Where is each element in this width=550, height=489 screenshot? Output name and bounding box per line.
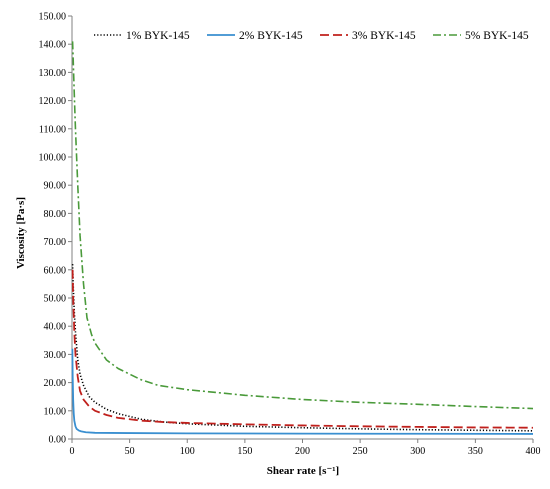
y-tick-label: 80.00: [44, 209, 67, 220]
y-tick-label: 0.00: [49, 435, 67, 446]
legend-label-2: 2% BYK-145: [239, 30, 303, 42]
y-tick-label: 120.00: [39, 96, 67, 107]
y-tick-label: 60.00: [44, 265, 67, 276]
x-tick-label: 150: [237, 446, 252, 457]
series-line-4: [71, 41, 534, 410]
x-tick-label: 50: [125, 446, 135, 457]
y-tick-label: 50.00: [44, 294, 67, 305]
tick-labels: 0.00 10.00 20.00 30.00 40.00 50.00 60.00 70.00 8…: [39, 12, 541, 458]
y-tick-label: 150.00: [39, 12, 67, 23]
series-line-3: [71, 269, 534, 429]
legend: 1% BYK-145 2% BYK-145 3% BYK-145 5% BYK-145: [94, 30, 529, 42]
x-tick-label: 0: [70, 446, 75, 457]
x-tick-label: 400: [526, 446, 541, 457]
y-tick-label: 40.00: [44, 322, 67, 333]
y-tick-label: 130.00: [39, 68, 67, 79]
y-tick-label: 10.00: [44, 406, 67, 417]
x-axis-title: Shear rate [s⁻¹]: [267, 465, 339, 477]
y-tick-label: 90.00: [44, 181, 67, 192]
y-axis-title: Viscosity [Pa·s]: [15, 197, 27, 269]
y-tick-label: 110.00: [39, 124, 66, 135]
x-tick-label: 100: [180, 446, 195, 457]
y-tick-label: 100.00: [39, 153, 67, 164]
x-tick-label: 200: [295, 446, 310, 457]
series-lines: [71, 41, 534, 435]
y-tick-label: 30.00: [44, 350, 67, 361]
legend-label-4: 5% BYK-145: [465, 30, 529, 42]
x-tick-label: 250: [353, 446, 368, 457]
legend-label-3: 3% BYK-145: [352, 30, 416, 42]
series-line-1: [71, 264, 534, 432]
axes: [71, 16, 533, 440]
y-tick-label: 140.00: [39, 40, 67, 51]
series-line-2: [71, 348, 534, 435]
y-tick-label: 70.00: [44, 237, 67, 248]
x-tick-label: 300: [410, 446, 425, 457]
x-tick-label: 350: [468, 446, 483, 457]
legend-label-1: 1% BYK-145: [126, 30, 190, 42]
y-tick-label: 20.00: [44, 378, 67, 389]
